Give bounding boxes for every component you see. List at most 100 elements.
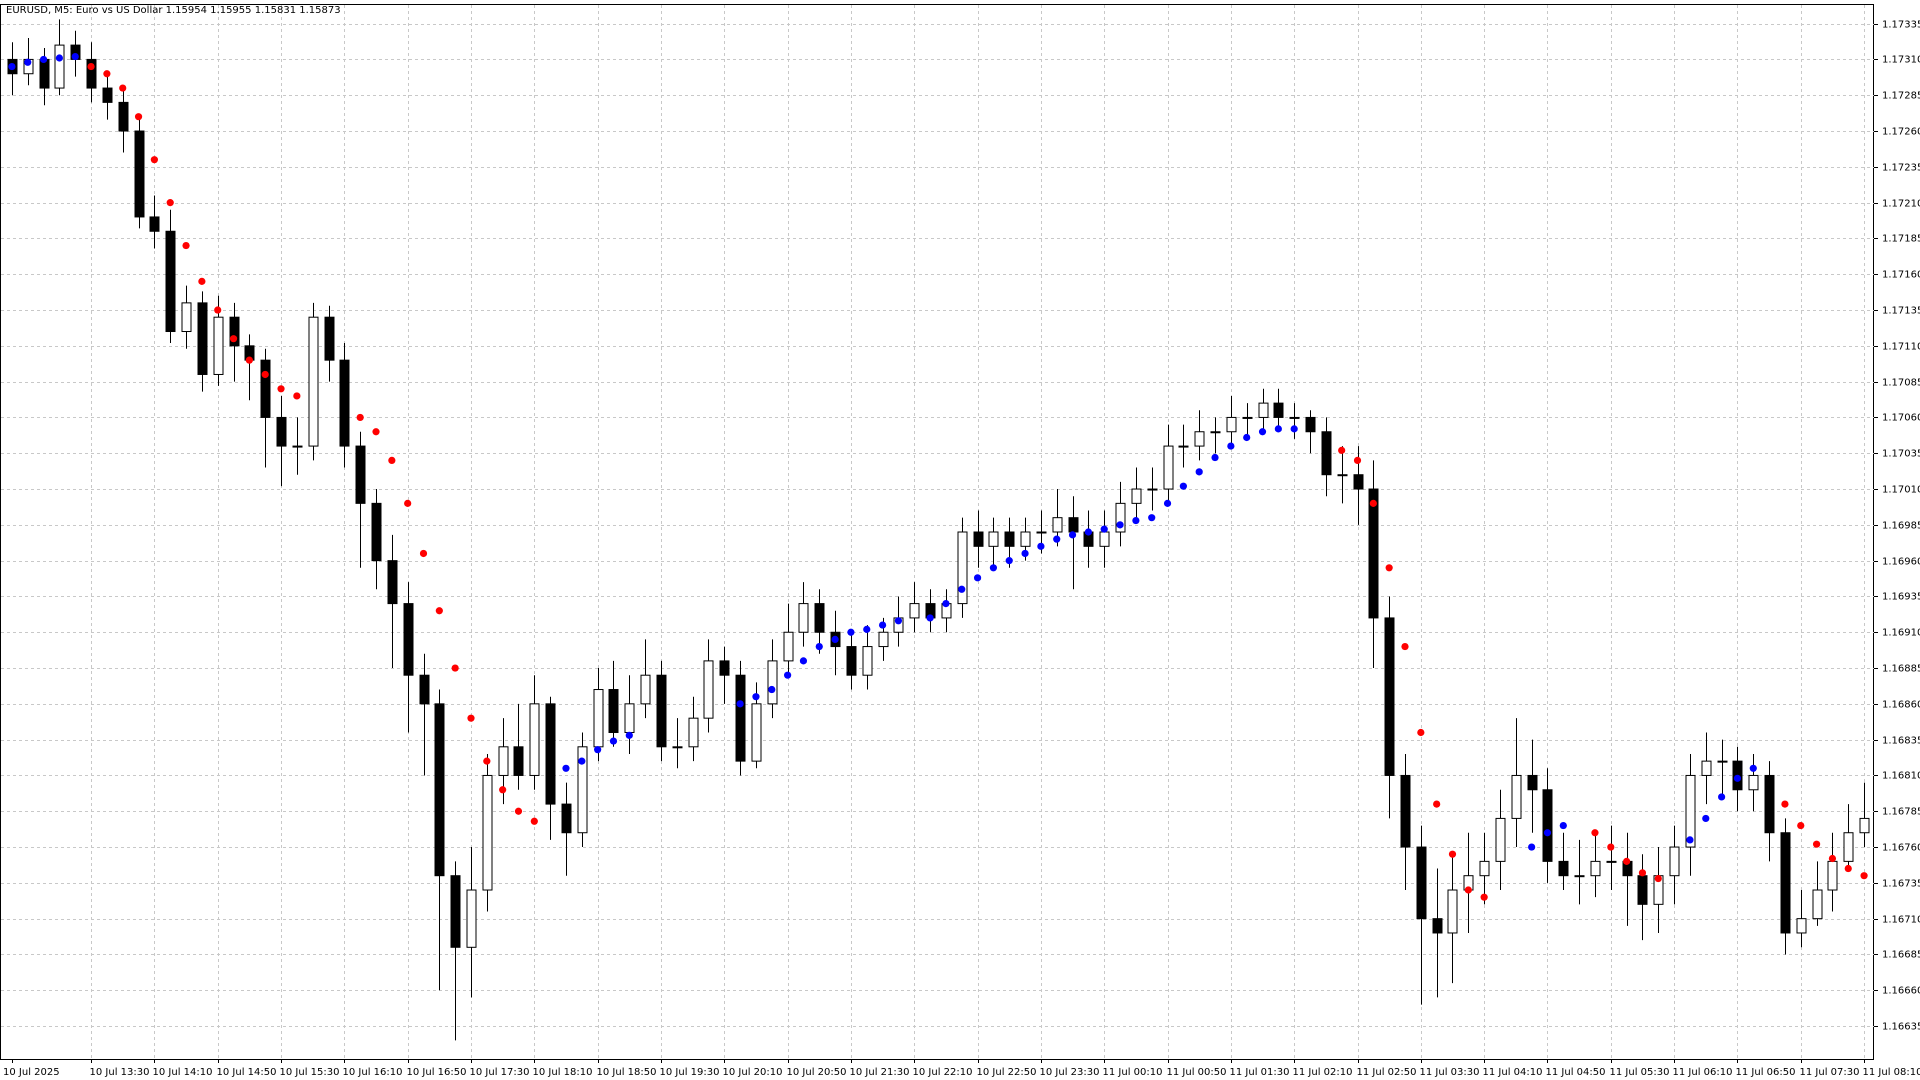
x-tick-label: 10 Jul 2025 [3,1067,60,1078]
candle-body [1210,431,1221,434]
candle-body [798,603,809,633]
x-tick-label: 11 Jul 08:10 [1863,1067,1920,1078]
sar-dot [1369,499,1377,507]
x-tick-label: 11 Jul 00:10 [1103,1067,1163,1078]
sar-dot [1227,442,1235,450]
sar-dot [451,664,459,672]
sar-dot [847,628,855,636]
sar-dot [419,549,428,558]
candle-body [624,703,635,733]
candle-body [1447,889,1458,934]
candle-body [276,416,287,447]
candle-body [909,603,920,619]
candle-body [1416,846,1427,920]
sar-dot [1543,829,1552,837]
sar-dot [467,714,475,722]
sar-dot [1828,854,1837,863]
sar-dot [1812,840,1821,848]
sar-dot [1401,642,1409,651]
candle-body [1859,817,1870,834]
sar-dot [973,574,982,582]
sar-dot [1860,872,1868,880]
y-tick-label: 1.16960 [1882,557,1920,568]
sar-dot [1274,425,1282,433]
sar-dot [1433,800,1441,808]
sar-dot [1338,446,1346,454]
sar-dot [1290,425,1298,433]
candle-body [118,101,129,132]
sar-dot [1702,814,1710,823]
candle-body [1115,502,1126,533]
candle-body [1590,860,1601,877]
candle-body [1258,402,1269,418]
sar-dot [404,499,412,507]
sar-dot [514,807,523,815]
sar-dot [1258,428,1267,436]
x-tick-label: 10 Jul 21:30 [850,1067,910,1078]
candle-body [1717,760,1728,763]
sar-dot [198,277,206,285]
candle-body [957,531,968,605]
candle-body [229,316,240,347]
y-tick-label: 1.17135 [1882,306,1920,317]
y-tick-label: 1.16685 [1882,950,1920,961]
candle-body [814,603,825,633]
candle-body [1004,531,1015,547]
sar-dot [784,671,792,679]
y-tick-label: 1.17010 [1882,485,1920,496]
sar-dot [1132,516,1140,525]
candle-body [387,560,398,605]
sar-dot [1116,521,1124,529]
x-tick-label: 11 Jul 04:50 [1546,1067,1606,1078]
candle-body [767,660,778,705]
candle-body [1827,860,1838,891]
candle-body [1353,474,1364,490]
candle-body [324,316,335,361]
y-tick-label: 1.17110 [1882,342,1920,353]
sar-dot [1559,821,1567,830]
y-tick-label: 1.17285 [1882,91,1920,102]
candle-body [450,875,461,948]
sar-dot [768,685,776,694]
y-tick-label: 1.16710 [1882,915,1920,926]
x-tick-label: 10 Jul 19:30 [660,1067,720,1078]
candle-body [846,646,857,676]
x-tick-label: 11 Jul 02:10 [1293,1067,1353,1078]
candle-body [656,674,667,748]
candle-body [482,774,493,891]
sar-dot [989,564,998,572]
sar-dot [736,700,744,708]
sar-dot [356,413,364,422]
candle-body [1131,488,1142,504]
sar-dot [1480,893,1488,901]
candle-body [1527,774,1538,791]
sar-dot [261,370,269,379]
sar-dot [372,428,380,436]
sar-dot [894,617,903,625]
candle-body [213,316,224,375]
candle-body [1669,846,1680,877]
candle-body [1226,416,1237,433]
candle-body [1099,531,1110,547]
y-tick-label: 1.17185 [1882,234,1920,245]
sar-dot [1385,564,1393,572]
sar-dot [182,241,190,250]
sar-dot [1195,468,1203,476]
sar-dot [562,764,570,772]
x-tick-label: 10 Jul 18:10 [533,1067,593,1078]
y-tick-label: 1.16660 [1882,986,1920,997]
sar-dot [1528,843,1536,851]
candle-body [403,603,414,676]
candle-body [1637,875,1648,905]
sar-dot [55,54,64,62]
sar-dot [1844,864,1852,873]
sar-dot [1211,453,1219,462]
y-tick-label: 1.16785 [1882,807,1920,818]
y-tick-label: 1.16835 [1882,736,1920,747]
y-tick-label: 1.17035 [1882,449,1920,460]
sar-dot [1749,764,1757,772]
candle-body [1780,832,1791,934]
sar-dot [594,746,602,754]
candle-body [862,646,873,676]
sar-dot [1100,525,1108,533]
